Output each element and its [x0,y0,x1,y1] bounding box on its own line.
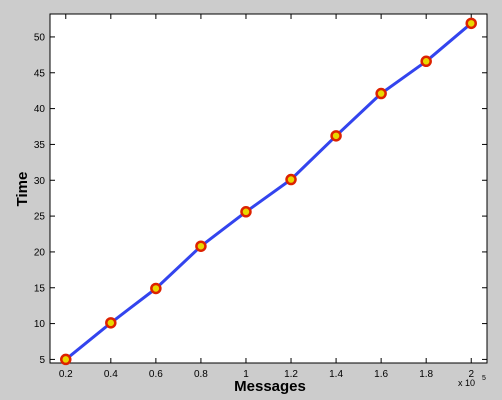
y-tick-label: 35 [34,140,46,151]
y-tick-label: 45 [34,68,46,79]
x-tick-label: 0.4 [104,369,118,380]
data-point [375,87,387,100]
x-tick-label: 1.4 [329,369,343,380]
y-tick-label: 10 [34,319,46,330]
plot-area [49,13,488,364]
x-tick-label: 1.6 [374,369,388,380]
x-axis-title: Messages [234,378,306,395]
y-tick-label: 50 [34,32,46,43]
y-tick-label: 30 [34,176,46,187]
data-point [420,55,432,68]
y-tick-label: 5 [39,355,45,366]
x-tick-label: 2 [468,369,474,380]
y-tick-label: 40 [34,104,46,115]
x-axis-ticks: 0.2 0.4 0.6 0.8 1 1.2 1.4 1.6 1.8 2 [59,14,474,380]
x-tick-label: 1.8 [419,369,433,380]
x-exponent-base: x 10 [458,378,475,388]
x-tick-label: 1.2 [284,369,298,380]
data-point [465,17,477,30]
y-axis-title: Time [14,172,31,207]
series-line [64,22,473,361]
y-tick-label: 15 [34,283,46,294]
data-point [330,130,342,142]
x-exponent-power: 5 [482,375,486,382]
data-point [150,282,162,295]
data-point [195,240,207,252]
data-point [285,173,297,186]
x-tick-label: 1 [243,369,249,380]
series-lines [64,22,473,361]
data-point [105,317,117,329]
series-markers [60,17,477,366]
x-tick-label: 0.6 [149,369,163,380]
y-tick-label: 20 [34,247,46,258]
x-tick-label: 0.2 [59,369,73,380]
x-tick-label: 0.8 [194,369,208,380]
data-point [240,206,252,218]
y-axis-ticks: 5 10 15 20 25 30 35 40 45 50 [34,32,487,366]
y-tick-label: 25 [34,212,46,223]
data-point [60,353,72,366]
